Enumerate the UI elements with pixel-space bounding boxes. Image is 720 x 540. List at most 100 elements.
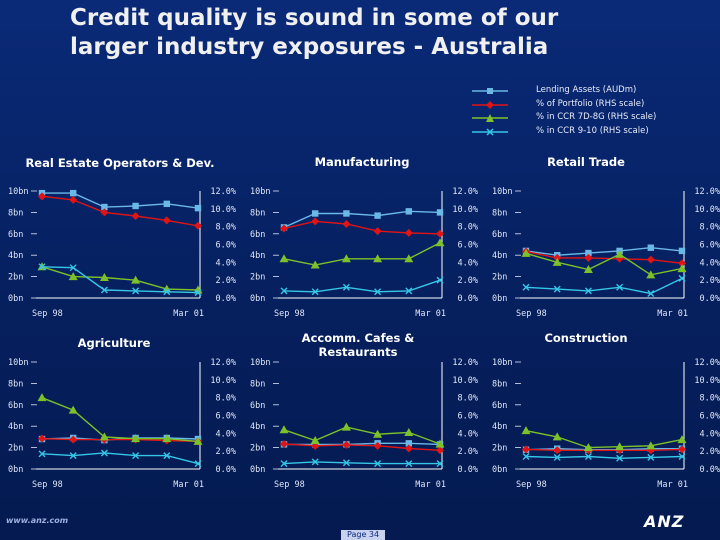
y-left-tick-label: 2bn (250, 273, 265, 283)
data-point (100, 286, 108, 294)
y-left-tick-label: 2bn (492, 273, 507, 283)
y-right-tick-label: 2.0% (700, 276, 720, 286)
data-point (194, 221, 202, 230)
y-left-tick-label: 10bn (492, 187, 512, 197)
page-title-line-1: Credit quality is sound in some of our (70, 5, 559, 31)
data-point (373, 441, 382, 450)
data-point (193, 436, 203, 445)
series-line (283, 220, 441, 235)
data-point (405, 208, 412, 215)
series-line (41, 266, 199, 291)
x-tick-label: Sep 98 (32, 480, 63, 490)
y-left-tick-label: 4bn (250, 251, 265, 261)
data-point (374, 212, 381, 219)
legend-entry-lending-assets: Lending Assets (AUDm) (470, 84, 720, 98)
series-line (283, 242, 441, 266)
data-point (342, 283, 350, 291)
data-point (342, 219, 351, 228)
data-point (405, 440, 412, 447)
y-left-tick-label: 4bn (8, 422, 23, 432)
data-point (280, 224, 288, 233)
data-point (162, 434, 172, 443)
data-point (163, 452, 171, 460)
y-right-tick-label: 10.0% (452, 376, 478, 386)
legend-entry-portfolio: % of Portfolio (RHS scale) (470, 98, 720, 112)
data-point (194, 204, 202, 212)
legend-marker-triangle-icon (472, 114, 508, 122)
y-left-tick-label: 6bn (8, 230, 23, 240)
data-point (646, 255, 655, 264)
data-point (68, 405, 78, 414)
y-left-tick-label: 0bn (492, 294, 507, 304)
y-left-tick-label: 10bn (8, 187, 28, 197)
data-point (69, 264, 77, 272)
y-right-tick-label: 2.0% (216, 276, 236, 286)
data-point (69, 195, 78, 204)
data-point (646, 441, 656, 450)
y-right-tick-label: 12.0% (452, 187, 478, 197)
page-number: Page 34 (341, 530, 386, 540)
y-right-tick-label: 0.0% (458, 465, 478, 475)
y-left-tick-label: 6bn (250, 230, 265, 240)
y-left-tick-label: 4bn (8, 251, 23, 261)
series-line (41, 397, 199, 443)
data-point (647, 290, 655, 298)
data-point (678, 247, 686, 255)
data-point (374, 288, 382, 296)
series-line (283, 461, 440, 465)
legend-marker-x-icon (472, 127, 508, 136)
series-line (41, 195, 199, 227)
legend-entry-ccr-7d-8g: % in CCR 7D-8G (RHS scale) (470, 111, 720, 125)
x-tick-label: Sep 98 (274, 309, 305, 319)
y-right-tick-label: 6.0% (216, 412, 236, 422)
y-right-tick-label: 6.0% (700, 241, 720, 251)
x-tick-label: Mar 01 (415, 480, 446, 490)
data-point (69, 435, 78, 444)
y-right-tick-label: 0.0% (700, 465, 720, 475)
footer-url[interactable]: www.anz.com (6, 516, 69, 525)
x-tick-label: Sep 98 (516, 309, 547, 319)
data-point (280, 460, 288, 468)
y-right-tick-label: 4.0% (458, 429, 478, 439)
y-right-tick-label: 2.0% (700, 447, 720, 457)
y-right-tick-label: 10.0% (210, 376, 236, 386)
data-point (163, 288, 171, 296)
y-right-tick-label: 8.0% (458, 223, 478, 233)
data-point (100, 449, 108, 457)
data-point (646, 270, 656, 279)
y-left-tick-label: 0bn (8, 294, 23, 304)
data-point (583, 443, 593, 452)
y-left-tick-label: 2bn (8, 444, 23, 454)
y-right-tick-label: 2.0% (458, 447, 478, 457)
legend-marker-square-icon (472, 88, 508, 94)
y-left-tick-label: 6bn (492, 401, 507, 411)
legend-marker-diamond-icon (472, 100, 508, 109)
data-point (647, 244, 654, 251)
y-left-tick-label: 0bn (250, 465, 265, 475)
y-left-tick-label: 4bn (250, 422, 265, 432)
data-point (647, 453, 655, 461)
y-left-tick-label: 10bn (8, 358, 28, 368)
data-point (404, 254, 414, 263)
legend: Lending Assets (AUDm) % of Portfolio (RH… (470, 84, 720, 138)
data-point (99, 432, 109, 441)
data-point (616, 454, 624, 462)
y-right-tick-label: 4.0% (700, 429, 720, 439)
x-tick-label: Sep 98 (516, 480, 547, 490)
chart-title: Real Estate Operators & Dev. (25, 156, 214, 170)
series-line (283, 426, 441, 445)
data-point (131, 434, 141, 443)
y-left-tick-label: 0bn (8, 465, 23, 475)
x-tick-label: Mar 01 (657, 309, 688, 319)
page-title: Credit quality is sound in some of our l… (70, 4, 690, 62)
y-right-tick-label: 8.0% (216, 394, 236, 404)
data-point (584, 453, 592, 461)
y-right-tick-label: 4.0% (216, 429, 236, 439)
data-point (99, 272, 109, 281)
data-point (341, 254, 351, 263)
data-point (677, 264, 687, 273)
y-right-tick-label: 8.0% (700, 223, 720, 233)
y-right-tick-label: 12.0% (694, 358, 720, 368)
data-point (194, 460, 202, 468)
y-right-tick-label: 10.0% (694, 376, 720, 386)
